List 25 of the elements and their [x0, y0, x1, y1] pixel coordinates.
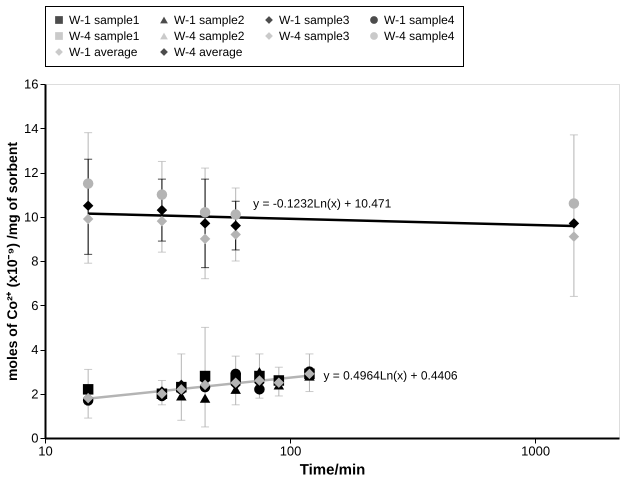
legend-label: W-4 average — [174, 45, 243, 59]
y-tick-label: 16 — [24, 76, 38, 92]
x-tick-label: 100 — [280, 444, 302, 458]
y-tick-label: 12 — [24, 165, 38, 180]
y-tick-label: 10 — [24, 209, 38, 224]
x-axis-title: Time/min — [300, 462, 366, 478]
annotation: y = 0.4964Ln(x) + 0.4406 — [323, 368, 458, 383]
y-tick-label: 14 — [24, 120, 38, 136]
legend-label: W-4 sample4 — [384, 29, 455, 43]
y-tick-label: 6 — [31, 298, 38, 313]
y-tick-label: 0 — [31, 430, 38, 446]
y-axis-title: moles of Co²⁺ (x10⁻⁹) /mg of sorbent — [4, 142, 20, 382]
legend-label: W-1 average — [69, 45, 138, 59]
legend-label: W-4 sample1 — [69, 29, 140, 43]
x-tick-label: 1000 — [521, 444, 550, 458]
y-tick-label: 8 — [31, 254, 38, 268]
legend-label: W-1 sample3 — [279, 13, 350, 27]
legend-label: W-1 sample4 — [384, 13, 455, 27]
legend-label: W-1 sample2 — [174, 13, 245, 27]
legend-label: W-4 sample2 — [174, 29, 245, 43]
y-tick-label: 2 — [31, 386, 38, 402]
legend-label: W-1 sample1 — [69, 13, 140, 27]
annotation: y = -0.1232Ln(x) + 10.471 — [253, 196, 392, 210]
legend-label: W-4 sample3 — [279, 29, 350, 43]
y-tick-label: 4 — [31, 342, 38, 357]
